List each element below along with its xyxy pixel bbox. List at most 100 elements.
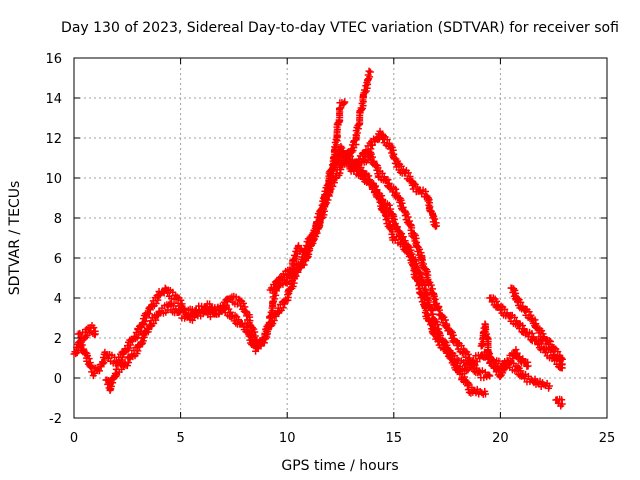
data-point [387, 142, 395, 150]
data-series-track-2 [102, 67, 374, 394]
data-point [353, 129, 361, 137]
data-series-track-8 [490, 346, 532, 381]
data-point [449, 331, 457, 339]
x-axis-label: GPS time / hours [281, 458, 398, 474]
data-point [172, 305, 180, 313]
y-tick-label: 14 [45, 92, 62, 107]
data-point [554, 348, 562, 356]
data-point [538, 340, 546, 348]
y-tick-label: 0 [54, 372, 62, 387]
data-point [361, 88, 369, 96]
data-points [70, 67, 566, 410]
plot-frame [73, 57, 608, 419]
data-point [525, 308, 533, 316]
x-tick-label: 25 [599, 431, 616, 446]
data-point [514, 363, 522, 371]
data-point [398, 199, 406, 207]
data-point [443, 341, 451, 349]
data-point [481, 390, 489, 398]
x-tick-label: 5 [176, 431, 184, 446]
data-point [512, 289, 520, 297]
data-point [493, 297, 501, 305]
data-point [370, 157, 378, 165]
data-point [489, 356, 497, 364]
data-point [424, 293, 432, 301]
data-point [152, 316, 160, 324]
data-point [530, 333, 538, 341]
data-point [300, 261, 308, 269]
data-point [270, 316, 278, 324]
data-point [235, 316, 243, 324]
data-point [390, 215, 398, 223]
data-point [264, 330, 272, 338]
data-point [517, 367, 525, 375]
axis-ticks: 0 5 10 15 20 25 -2 0 2 4 6 8 10 12 14 16 [45, 52, 615, 446]
y-tick-label: -2 [49, 412, 62, 427]
data-point [280, 273, 288, 281]
data-point [416, 245, 424, 253]
data-series-track-1 [70, 98, 349, 380]
data-point [399, 165, 407, 173]
data-point [358, 168, 366, 176]
data-point [239, 299, 247, 307]
data-series-track-6 [358, 149, 494, 382]
data-point [343, 148, 351, 156]
data-point [431, 215, 439, 223]
data-point [289, 282, 297, 290]
data-point [336, 169, 344, 177]
data-point [528, 329, 536, 337]
data-point [78, 341, 86, 349]
data-point [247, 333, 255, 341]
data-point [385, 201, 393, 209]
data-point [519, 355, 527, 363]
data-point [392, 185, 400, 193]
data-point [324, 196, 332, 204]
data-point [126, 341, 134, 349]
x-tick-label: 10 [279, 431, 296, 446]
data-point [419, 256, 427, 264]
data-point [139, 337, 147, 345]
y-tick-label: 4 [54, 292, 62, 307]
data-point [421, 281, 429, 289]
data-point [427, 281, 435, 289]
data-point [145, 310, 153, 318]
data-point [399, 233, 407, 241]
data-point [558, 360, 566, 368]
data-point [424, 312, 432, 320]
data-point [441, 316, 449, 324]
y-tick-label: 2 [54, 332, 62, 347]
y-axis-label: SDTVAR / TECUs [7, 181, 23, 296]
y-tick-label: 8 [54, 212, 62, 227]
x-tick-label: 0 [70, 431, 78, 446]
x-tick-label: 15 [386, 431, 403, 446]
data-point [292, 253, 300, 261]
data-point [107, 382, 115, 390]
data-point [486, 350, 494, 358]
data-point [142, 314, 150, 322]
data-point [464, 379, 472, 387]
data-point [141, 317, 149, 325]
data-point [443, 322, 451, 330]
data-point [408, 224, 416, 232]
data-point [263, 333, 271, 341]
data-point [538, 327, 546, 335]
data-point [434, 321, 442, 329]
y-tick-label: 12 [45, 132, 62, 147]
data-point [399, 203, 407, 211]
data-point [125, 344, 133, 352]
data-point [362, 172, 370, 180]
data-point [393, 189, 401, 197]
data-point [473, 364, 481, 372]
data-point [432, 222, 440, 230]
data-point [80, 345, 88, 353]
data-point [248, 337, 256, 345]
data-point [547, 338, 555, 346]
data-point [91, 330, 99, 338]
data-point [316, 219, 324, 227]
data-point [385, 217, 393, 225]
data-series-track-10 [507, 284, 566, 369]
data-point [322, 200, 330, 208]
data-point [461, 373, 469, 381]
data-point [383, 136, 391, 144]
